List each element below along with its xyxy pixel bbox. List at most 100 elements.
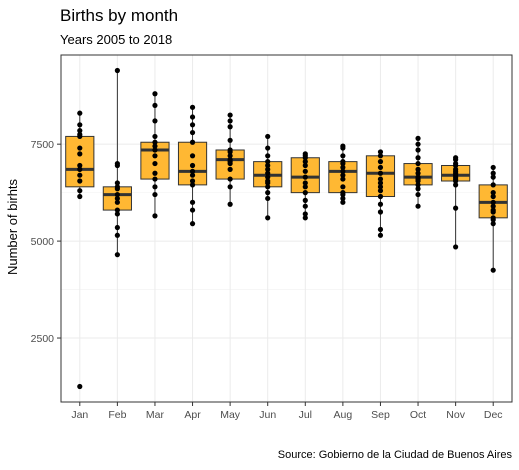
data-point [77, 131, 83, 138]
data-point [189, 139, 196, 145]
data-point [453, 182, 459, 188]
data-point [152, 170, 158, 176]
data-point [340, 184, 346, 190]
data-point [77, 383, 83, 390]
data-point [453, 174, 459, 180]
data-point [152, 213, 158, 219]
data-point [152, 191, 158, 198]
data-point [114, 224, 120, 231]
data-point [227, 124, 233, 130]
x-tick-label: Jan [71, 409, 88, 421]
data-point [377, 159, 384, 165]
x-tick-label: Aug [334, 409, 353, 421]
data-point [77, 178, 83, 184]
data-point [114, 252, 120, 258]
y-axis-title: Number of birhts [5, 178, 20, 275]
data-point [189, 172, 196, 178]
data-point [114, 199, 120, 205]
data-point [453, 170, 459, 176]
data-point [302, 162, 308, 169]
x-tick-label: Jul [299, 409, 312, 421]
data-point [340, 153, 346, 159]
data-point [152, 133, 158, 140]
data-point [490, 207, 496, 213]
data-point [189, 104, 196, 110]
data-point [265, 133, 271, 140]
x-tick-label: Feb [108, 409, 126, 421]
chart-title: Births by month [60, 6, 178, 25]
data-point [265, 170, 271, 176]
data-point [340, 164, 346, 171]
data-point [265, 190, 271, 196]
data-point [77, 110, 83, 116]
data-point [77, 188, 83, 194]
data-point [189, 122, 196, 128]
x-tick-label: Dec [484, 409, 503, 421]
plot-border [60, 54, 513, 403]
data-point [152, 176, 158, 182]
data-point [340, 199, 346, 205]
data-point [189, 199, 196, 205]
data-point [453, 244, 459, 250]
data-point [302, 211, 308, 217]
data-point [77, 166, 83, 172]
data-point [377, 149, 384, 155]
data-point [340, 195, 346, 202]
data-point [340, 159, 346, 165]
data-point [114, 232, 120, 238]
plot-area: 2500 5000 7500 Jan Feb Mar Apr May Jun Jul Aug Sep O… [31, 54, 513, 421]
data-point [302, 168, 308, 174]
data-point [77, 172, 83, 178]
data-point [302, 184, 308, 190]
data-point [265, 184, 271, 190]
data-point [377, 184, 384, 190]
data-point [302, 197, 308, 203]
data-point [377, 193, 384, 200]
data-point [227, 166, 233, 172]
data-point [114, 211, 120, 217]
data-point [490, 199, 496, 205]
x-tick-label: Sep [371, 409, 390, 421]
data-point [114, 191, 120, 198]
data-point [340, 176, 346, 182]
data-point [77, 162, 83, 169]
data-point [114, 180, 120, 186]
x-tick-label: Jun [259, 409, 276, 421]
data-point [189, 168, 196, 174]
data-point [114, 160, 120, 167]
data-point [265, 145, 271, 151]
x-tick-label: May [220, 409, 241, 421]
data-point [114, 67, 120, 74]
data-point [415, 135, 421, 141]
data-point [227, 137, 233, 143]
data-point [265, 174, 271, 180]
data-point [415, 203, 421, 209]
data-point [114, 195, 120, 202]
data-point [302, 159, 308, 165]
data-point [415, 141, 421, 147]
data-point [189, 129, 196, 136]
data-point [227, 153, 233, 159]
data-point [415, 166, 421, 172]
data-point [265, 162, 271, 169]
data-point [265, 159, 271, 165]
data-point [377, 153, 384, 159]
data-point [152, 184, 158, 190]
data-point [415, 147, 421, 153]
data-point [189, 182, 196, 188]
data-point [377, 164, 384, 171]
data-point [490, 164, 496, 171]
data-point [415, 191, 421, 198]
data-point [302, 215, 308, 221]
data-point [490, 174, 496, 180]
data-point [77, 128, 83, 134]
data-point [77, 145, 83, 151]
plot-background [61, 55, 512, 402]
x-tick-label: Mar [146, 409, 165, 421]
data-point [152, 147, 158, 153]
data-point [152, 160, 158, 167]
data-point [227, 147, 233, 153]
data-point [377, 201, 384, 207]
data-point [227, 201, 233, 207]
